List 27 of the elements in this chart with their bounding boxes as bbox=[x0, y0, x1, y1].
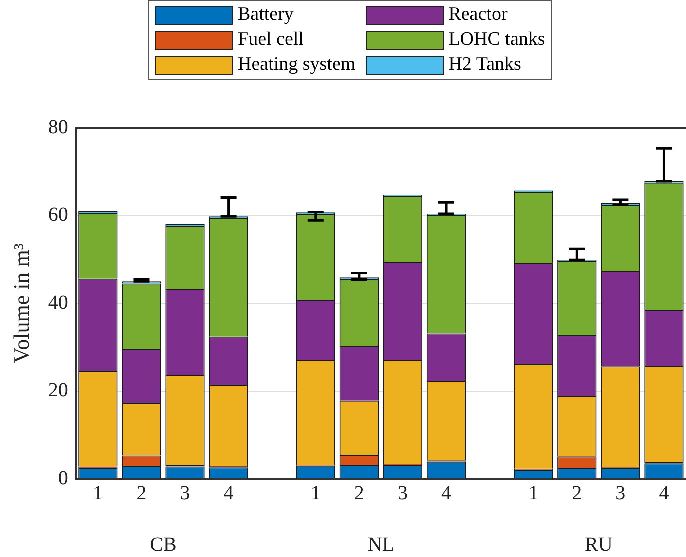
text: CB bbox=[150, 534, 177, 556]
y-tick-label: 40 bbox=[48, 292, 68, 314]
x-tick-label: 3 bbox=[398, 482, 408, 504]
x-tick-label: 3 bbox=[180, 482, 190, 504]
legend-label: Fuel cell bbox=[238, 29, 304, 51]
x-tick-label: 4 bbox=[442, 482, 452, 504]
legend-label: H2 Tanks bbox=[448, 54, 522, 76]
y-tick-label: 0 bbox=[58, 467, 68, 490]
text: NL bbox=[368, 534, 395, 556]
x-tick-label: 4 bbox=[224, 482, 234, 504]
y-axis-title: Volume in m³ bbox=[8, 243, 34, 364]
x-tick-label: 4 bbox=[659, 482, 670, 504]
legend-label: LOHC tanks bbox=[448, 29, 546, 51]
legend-label: Battery bbox=[238, 4, 294, 26]
x-tick-label: 3 bbox=[616, 482, 626, 504]
x-tick-label: 2 bbox=[354, 482, 364, 504]
x-tick-label: 2 bbox=[572, 482, 582, 504]
y-tick-label: 20 bbox=[48, 380, 68, 402]
text: RU bbox=[585, 534, 614, 556]
x-tick-label: 1 bbox=[528, 482, 539, 504]
legend-label: Heating system bbox=[238, 54, 356, 76]
x-tick-label: 2 bbox=[136, 482, 147, 504]
legend-label: Reactor bbox=[448, 4, 508, 26]
x-tick-label: 1 bbox=[93, 482, 104, 504]
x-tick-label: 1 bbox=[310, 482, 321, 504]
y-tick-label: 80 bbox=[48, 116, 68, 138]
y-tick-label: 60 bbox=[48, 204, 68, 226]
